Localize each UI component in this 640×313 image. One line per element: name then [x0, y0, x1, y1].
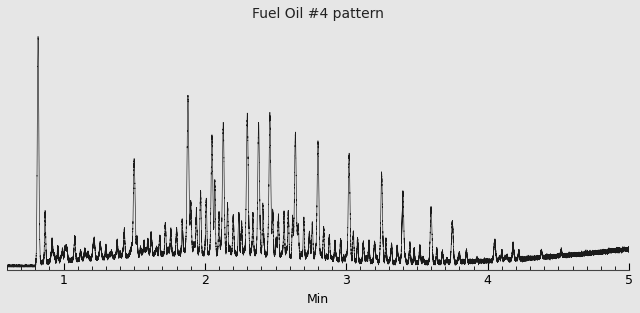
- X-axis label: Min: Min: [307, 293, 329, 306]
- Title: Fuel Oil #4 pattern: Fuel Oil #4 pattern: [252, 7, 384, 21]
